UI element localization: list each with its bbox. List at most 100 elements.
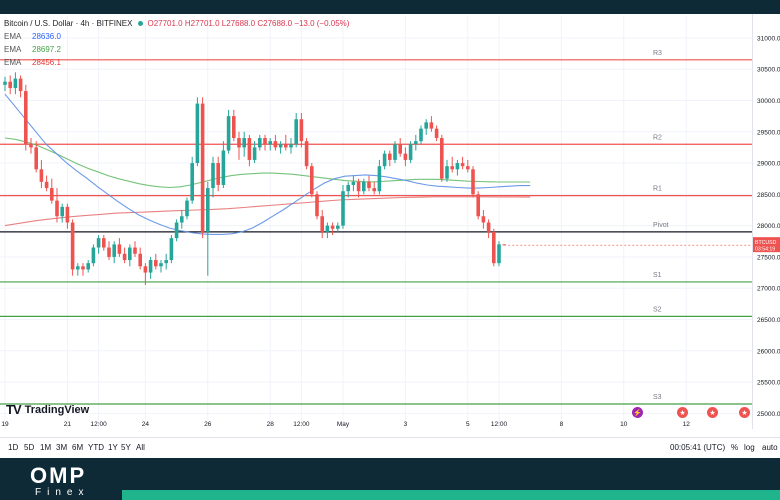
ema-value: 28636.0 [32,32,61,41]
candle-body [263,138,267,145]
timeframe-5y[interactable]: 5Y [121,443,131,452]
candle-body [143,266,148,273]
utc-clock[interactable]: 00:05:41 (UTC) [670,443,726,452]
chart-legend: Bitcoin / U.S. Dollar · 4h · BITFINEX O27… [4,17,349,69]
candle-body [133,247,137,254]
candle-body [107,247,111,257]
candle-body [60,206,64,217]
timeframe-5d[interactable]: 5D [24,443,35,452]
timeframe-6m[interactable]: 6M [72,443,84,452]
candle-body [299,119,304,142]
candle-body [310,166,314,195]
candle-body [346,184,350,192]
tradingview-logo[interactable]: TV TradingView [6,402,89,417]
lightning-event-icon[interactable]: ⚡ [632,407,643,418]
candle-body [200,103,205,232]
ema-label[interactable]: EMA [4,58,22,67]
candle-body [112,244,116,257]
y-tick-label: 31000.0 [757,35,780,42]
candle-body [481,216,486,223]
candle-body [81,266,85,270]
x-tick-label: May [337,421,350,428]
y-tick-label: 28500.0 [757,192,780,199]
bottom-toolbar: 1D 5D 1M 3M 6M YTD 1Y 5Y All 00:05:41 (U… [0,437,780,459]
x-tick-label: 12:00 [90,421,107,428]
candle-body [148,260,153,273]
candle-body [50,188,54,201]
candle-body [185,200,189,217]
candle-body [471,169,475,195]
us-flag-event-icon[interactable]: ★ [707,407,718,418]
candle-body [65,206,70,223]
level-label-r3: R3 [653,50,662,57]
candle-body [128,247,132,261]
candle-body [377,166,382,192]
candle-body [445,166,449,179]
candle-body [70,222,75,270]
y-tick-label: 26000.0 [757,348,780,355]
chart-frame: Bitcoin / U.S. Dollar · 4h · BITFINEX O27… [0,14,780,458]
level-label-s3: S3 [653,394,662,401]
candle-body [206,188,210,232]
y-tick-label: 30000.0 [757,98,780,105]
y-tick-label: 28000.0 [757,223,780,230]
ema-label[interactable]: EMA [4,45,22,54]
timeframe-1y[interactable]: 1Y [108,443,118,452]
timeframe-3m[interactable]: 3M [56,443,68,452]
candle-body [190,163,194,201]
x-tick-label: 12:00 [293,421,310,428]
candle-body [382,153,387,167]
x-tick-label: 12:00 [491,421,508,428]
finex-logo: Finex [35,487,90,498]
candle-body [450,166,454,170]
candle-body [117,244,122,254]
candle-body [466,166,470,170]
candle-body [351,181,356,185]
candle-body [237,138,241,148]
ohlc-readout: O27701.0 H27701.0 L27688.0 C27688.0 −13.… [147,19,350,28]
ema-value: 28697.2 [32,45,61,54]
price-chart[interactable]: R3 R2 R1 Pivot S1 S2 S3 25000.0 25500.0 26000.0 26… [0,14,780,437]
timeframe-all[interactable]: All [136,443,145,452]
tradingview-brand: TradingView [24,403,90,416]
us-flag-event-icon[interactable]: ★ [677,407,688,418]
auto-toggle[interactable]: auto [762,443,778,452]
candle-body [268,141,272,145]
candle-body [122,253,127,261]
timeframe-1m[interactable]: 1M [40,443,52,452]
candle-body [492,231,496,264]
price-axis[interactable] [752,14,780,429]
candle-body [91,247,96,264]
x-tick-label: 12 [683,421,691,428]
candle-body [195,103,200,164]
candle-body [294,119,298,145]
omp-logo: OMP [30,463,87,488]
percent-toggle[interactable]: % [731,443,739,452]
candle-body [86,263,90,270]
symbol-title[interactable]: Bitcoin / U.S. Dollar · 4h · BITFINEX [4,19,133,28]
y-tick-label: 27000.0 [757,286,780,293]
candle-body [154,260,158,267]
timeframe-ytd[interactable]: YTD [88,443,104,452]
candle-body [226,116,231,151]
candle-body [242,138,246,148]
candle-body [18,78,23,92]
candle-body [258,138,262,148]
candle-body [476,194,480,217]
level-label-s2: S2 [653,306,662,313]
us-flag-event-icon[interactable]: ★ [739,407,750,418]
timeframe-1d[interactable]: 1D [8,443,19,452]
price-tag-symbol: BTCUSD [755,240,777,246]
candle-body [440,138,444,179]
candle-body [393,144,397,160]
candle-body [138,253,142,267]
y-tick-label: 25500.0 [757,380,780,387]
candle-body [289,144,293,148]
x-tick-label: 28 [267,421,275,428]
candle-body [398,144,402,154]
log-toggle[interactable]: log [744,443,755,452]
candle-body [455,163,460,170]
candle-body [429,122,434,129]
candle-body [388,153,392,160]
ema-label[interactable]: EMA [4,32,22,41]
